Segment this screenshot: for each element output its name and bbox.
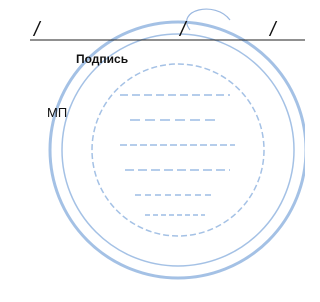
stamp: [50, 9, 305, 278]
stamp-text-smudge: [120, 95, 235, 215]
separator: /: [32, 19, 42, 41]
page: / / / Подпись МП (() => { const data = J…: [0, 0, 305, 302]
stamp-inner-ring: [92, 64, 264, 236]
stamp-label: МП: [47, 105, 67, 120]
signature-caption: Подпись: [76, 52, 128, 66]
document-fragment: / / / Подпись МП: [0, 0, 305, 302]
separator: /: [268, 19, 278, 41]
stamp-ring: [62, 34, 294, 266]
